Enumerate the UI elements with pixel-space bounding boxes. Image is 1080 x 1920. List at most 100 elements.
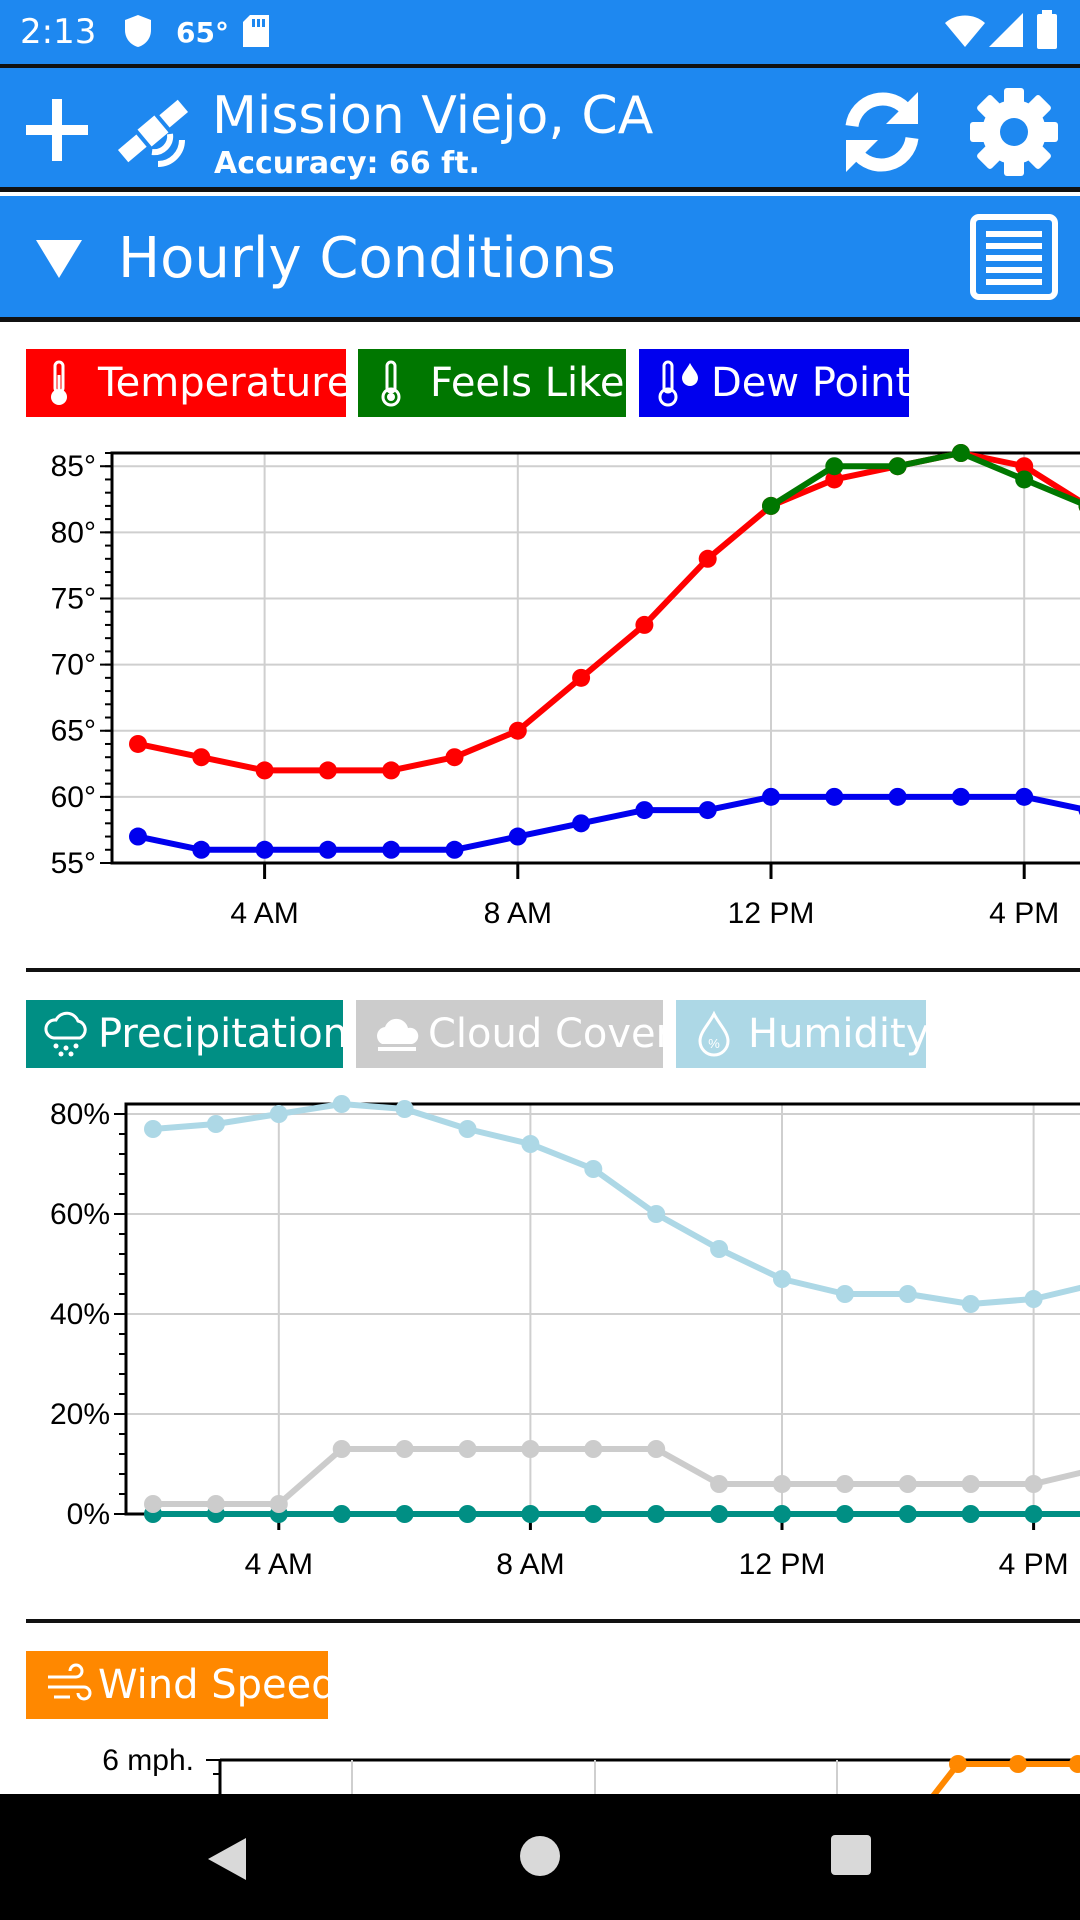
legend-label: Cloud Cover: [428, 1011, 673, 1057]
data-point: [710, 1475, 729, 1493]
gear-icon[interactable]: [968, 86, 1060, 178]
data-point: [192, 748, 211, 767]
y-tick-label: 55°: [51, 847, 96, 880]
x-tick-label: 8 AM: [496, 1548, 564, 1581]
y-tick-label: 20%: [50, 1398, 110, 1431]
data-point: [710, 1505, 729, 1523]
data-point: [255, 761, 274, 780]
legend-label: Temperature: [98, 360, 352, 406]
x-tick-label: 8 AM: [484, 897, 552, 930]
data-point: [888, 457, 907, 476]
data-point: [458, 1440, 477, 1458]
y-tick-label: 6 mph.: [102, 1744, 194, 1777]
add-icon[interactable]: [22, 95, 92, 165]
data-point: [445, 840, 464, 859]
data-point: [572, 814, 591, 833]
y-tick-label: 65°: [51, 715, 96, 748]
series-line-feels-like: [769, 450, 1080, 509]
y-tick-label: 80°: [51, 516, 96, 549]
wifi-icon: [945, 15, 985, 47]
data-point: [332, 1440, 351, 1458]
data-point: [961, 1295, 980, 1313]
data-point: [508, 721, 527, 740]
data-point: [129, 734, 147, 753]
data-point: [762, 496, 780, 515]
data-point: [773, 1505, 791, 1523]
section-header[interactable]: Hourly Conditions: [0, 196, 1080, 322]
series-line-dew-point: [137, 793, 1080, 853]
back-icon[interactable]: [202, 1834, 252, 1884]
shield-icon: [125, 15, 151, 47]
data-point: [269, 1495, 288, 1513]
x-tick-label: 4 PM: [999, 1548, 1069, 1581]
data-point: [898, 1505, 917, 1523]
legend-dew-point[interactable]: Dew Point: [639, 349, 912, 417]
x-tick-label: 4 AM: [245, 1548, 313, 1581]
y-tick-label: 75°: [51, 582, 96, 615]
series-line-temperature: [137, 450, 1080, 774]
legend-temperature[interactable]: Temperature: [26, 349, 351, 417]
humidity-drop-icon: %: [698, 1010, 730, 1057]
y-tick-label: 40%: [50, 1298, 110, 1331]
plot-frame: [110, 451, 1080, 865]
wind-speed-chart: 6 mph.: [102, 1744, 1080, 1794]
dew-thermometer-icon: [658, 360, 698, 407]
data-point: [572, 668, 591, 687]
data-point: [508, 827, 527, 846]
data-point: [1009, 1755, 1027, 1773]
data-point: [318, 840, 337, 859]
data-point: [698, 801, 717, 820]
legend-cloud-cover[interactable]: Cloud Cover: [356, 1000, 672, 1068]
data-point: [773, 1475, 791, 1493]
y-tick-label: 85°: [51, 450, 96, 483]
cloud-rain-icon: [44, 1011, 87, 1057]
data-point: [835, 1285, 854, 1303]
data-point: [835, 1505, 854, 1523]
x-tick-label: 12 PM: [739, 1548, 826, 1581]
data-point: [521, 1440, 540, 1458]
data-point: [1069, 1755, 1080, 1773]
cloud-icon: [377, 1018, 419, 1051]
legend-label: Dew Point: [711, 360, 912, 406]
data-point: [898, 1475, 917, 1493]
legend-humidity[interactable]: % Humidity: [676, 1000, 929, 1068]
data-point: [635, 801, 654, 820]
refresh-icon[interactable]: [836, 86, 928, 178]
data-point: [762, 787, 780, 806]
y-tick-label: 60%: [50, 1198, 110, 1231]
data-point: [521, 1135, 540, 1153]
y-tick-label: 80%: [50, 1098, 110, 1131]
legend-label: Wind Speed: [98, 1662, 337, 1708]
list-view-icon[interactable]: [970, 214, 1058, 300]
home-icon[interactable]: [518, 1834, 562, 1878]
data-point: [949, 1755, 967, 1773]
data-point: [635, 615, 654, 634]
data-point: [888, 787, 907, 806]
data-point: [647, 1440, 666, 1458]
data-point: [1015, 470, 1034, 489]
section-title: Hourly Conditions: [118, 226, 616, 291]
divider: [26, 1619, 1080, 1623]
recents-icon[interactable]: [830, 1834, 872, 1876]
signal-icon: [989, 13, 1023, 47]
data-point: [584, 1440, 603, 1458]
data-point: [255, 840, 274, 859]
temperature-chart: 85° 80° 75° 70° 65° 60° 55° 4 AM 8 AM 12 PM 4 PM: [51, 444, 1080, 930]
data-point: [835, 1475, 854, 1493]
data-point: [647, 1205, 666, 1223]
thermometer-icon: [381, 360, 401, 407]
satellite-icon[interactable]: [112, 90, 194, 172]
data-point: [961, 1505, 980, 1523]
y-tick-label: 0%: [67, 1498, 110, 1531]
precipitation-chart: 80% 60% 40% 20% 0% 4 AM 8 AM 12 PM 4 PM: [50, 1095, 1080, 1581]
y-tick-label: 70°: [51, 649, 96, 682]
data-point: [1015, 457, 1034, 476]
x-tick-label: 12 PM: [728, 897, 815, 930]
legend-wind-speed[interactable]: Wind Speed: [26, 1651, 337, 1719]
location-title[interactable]: Mission Viejo, CA: [212, 86, 654, 146]
data-point: [961, 1475, 980, 1493]
legend-feels-like[interactable]: Feels Like: [358, 349, 626, 417]
legend-precipitation[interactable]: Precipitation: [26, 1000, 348, 1068]
status-bar: 2:13 65°: [0, 0, 1080, 64]
collapse-triangle-icon[interactable]: [34, 238, 84, 280]
